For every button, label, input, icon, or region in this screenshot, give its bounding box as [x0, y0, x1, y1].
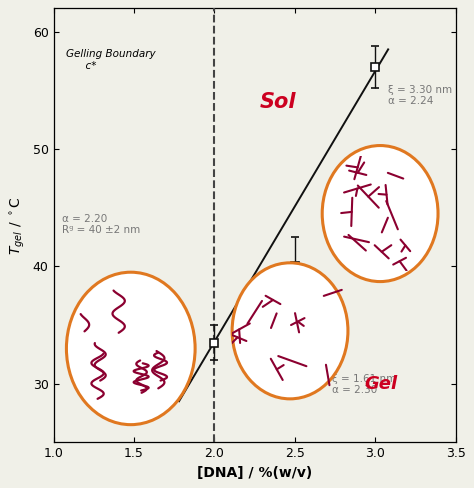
Text: ξ = 3.30 nm
α = 2.24: ξ = 3.30 nm α = 2.24 [388, 84, 452, 106]
Ellipse shape [232, 263, 348, 399]
Y-axis label: $T_{gel}$ / $^\circ$C: $T_{gel}$ / $^\circ$C [9, 196, 27, 255]
X-axis label: [DNA] / %(w/v): [DNA] / %(w/v) [197, 466, 312, 480]
Text: Gel: Gel [364, 375, 397, 393]
Ellipse shape [322, 145, 438, 282]
Text: α = 2.20
Rᵍ = 40 ±2 nm: α = 2.20 Rᵍ = 40 ±2 nm [62, 214, 140, 235]
Text: ξ = 1.61 nm
α = 2.30: ξ = 1.61 nm α = 2.30 [332, 374, 396, 395]
Text: Sol: Sol [259, 92, 296, 112]
Text: Gelling Boundary
      c*: Gelling Boundary c* [66, 49, 156, 71]
Ellipse shape [66, 272, 195, 425]
